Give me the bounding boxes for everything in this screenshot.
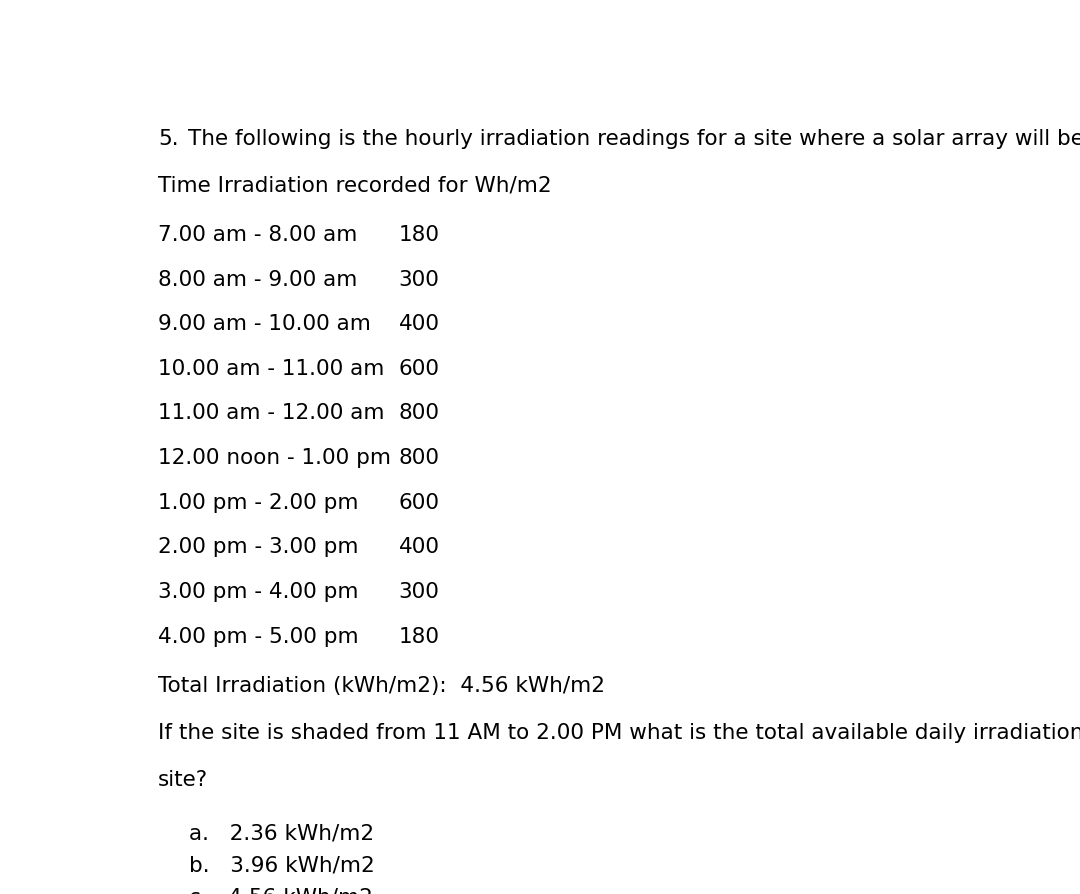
Text: Time Irradiation recorded for Wh/m2: Time Irradiation recorded for Wh/m2 bbox=[159, 176, 552, 196]
Text: 4.00 pm - 5.00 pm: 4.00 pm - 5.00 pm bbox=[159, 627, 359, 646]
Text: 3.00 pm - 4.00 pm: 3.00 pm - 4.00 pm bbox=[159, 582, 359, 603]
Text: 400: 400 bbox=[399, 537, 440, 558]
Text: 180: 180 bbox=[399, 627, 440, 646]
Text: If the site is shaded from 11 AM to 2.00 PM what is the total available daily ir: If the site is shaded from 11 AM to 2.00… bbox=[159, 723, 1080, 743]
Text: site?: site? bbox=[159, 770, 208, 789]
Text: 12.00 noon - 1.00 pm: 12.00 noon - 1.00 pm bbox=[159, 448, 391, 468]
Text: b.   3.96 kWh/m2: b. 3.96 kWh/m2 bbox=[189, 856, 375, 875]
Text: 600: 600 bbox=[399, 493, 440, 513]
Text: The following is the hourly irradiation readings for a site where a solar array : The following is the hourly irradiation … bbox=[188, 129, 1080, 148]
Text: 400: 400 bbox=[399, 314, 440, 334]
Text: 300: 300 bbox=[399, 582, 440, 603]
Text: 800: 800 bbox=[399, 448, 440, 468]
Text: 300: 300 bbox=[399, 269, 440, 290]
Text: 9.00 am - 10.00 am: 9.00 am - 10.00 am bbox=[159, 314, 372, 334]
Text: 2.00 pm - 3.00 pm: 2.00 pm - 3.00 pm bbox=[159, 537, 359, 558]
Text: 8.00 am - 9.00 am: 8.00 am - 9.00 am bbox=[159, 269, 357, 290]
Text: 1.00 pm - 2.00 pm: 1.00 pm - 2.00 pm bbox=[159, 493, 359, 513]
Text: 180: 180 bbox=[399, 225, 440, 245]
Text: 10.00 am - 11.00 am: 10.00 am - 11.00 am bbox=[159, 358, 384, 379]
Text: Total Irradiation (kWh/m2):  4.56 kWh/m2: Total Irradiation (kWh/m2): 4.56 kWh/m2 bbox=[159, 676, 605, 696]
Text: 5.: 5. bbox=[159, 129, 179, 148]
Text: 11.00 am - 12.00 am: 11.00 am - 12.00 am bbox=[159, 403, 384, 424]
Text: c.   4.56 kWh/m2: c. 4.56 kWh/m2 bbox=[189, 888, 373, 894]
Text: 7.00 am - 8.00 am: 7.00 am - 8.00 am bbox=[159, 225, 357, 245]
Text: 800: 800 bbox=[399, 403, 440, 424]
Text: 600: 600 bbox=[399, 358, 440, 379]
Text: a.   2.36 kWh/m2: a. 2.36 kWh/m2 bbox=[189, 823, 375, 843]
